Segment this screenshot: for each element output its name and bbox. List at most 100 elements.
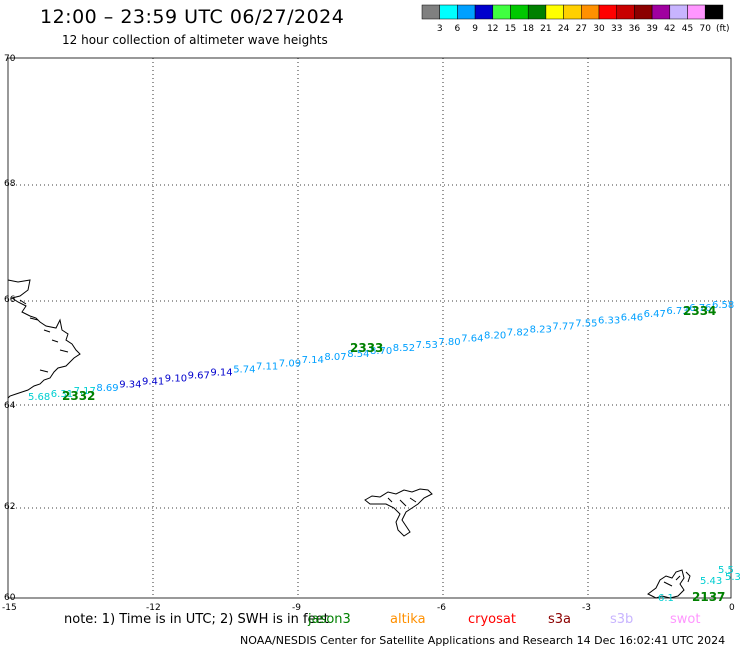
legend-label: 18 bbox=[522, 24, 534, 34]
legend-label: 24 bbox=[558, 24, 570, 34]
legend-label: 27 bbox=[576, 24, 587, 34]
legend-label: 33 bbox=[611, 24, 622, 34]
swh-value: 6.33 bbox=[598, 315, 620, 326]
credit-line: NOAA/NESDIS Center for Satellite Applica… bbox=[240, 634, 726, 647]
swh-value: 6.47 bbox=[644, 309, 666, 320]
swh-value: 7.11 bbox=[256, 361, 278, 372]
legend-label: 45 bbox=[682, 24, 693, 34]
legend-label: 6 bbox=[455, 24, 461, 34]
swh-value: 9.34 bbox=[119, 380, 141, 391]
hour-markers: 2332 2333 2334 2137 bbox=[62, 304, 725, 604]
map-title: 12:00 – 23:59 UTC 06/27/2024 bbox=[40, 6, 345, 28]
legend-label: 21 bbox=[540, 24, 551, 34]
lat-label: 70 bbox=[4, 54, 16, 64]
legend-label: 42 bbox=[664, 24, 675, 34]
legend-swatch bbox=[439, 4, 458, 20]
legend-label: 9 bbox=[472, 24, 478, 34]
swh-value: 8.69 bbox=[96, 383, 118, 394]
iceland-east-coast bbox=[7, 279, 81, 399]
swh-value: 6.31 bbox=[51, 389, 73, 400]
satellite-s3b: s3b bbox=[610, 612, 634, 627]
lon-axis: -15 -12 -9 -6 -3 0 bbox=[2, 603, 735, 613]
swh-value: 9.41 bbox=[142, 377, 164, 388]
swh-value: 8.07 bbox=[324, 352, 346, 363]
plot-frame bbox=[7, 57, 732, 599]
swh-value: 8.70 bbox=[370, 346, 392, 357]
lon-label: -6 bbox=[437, 603, 446, 613]
swh-value: 7.09 bbox=[279, 358, 301, 369]
iceland-inlets bbox=[19, 299, 69, 373]
swh-value: 5.74 bbox=[233, 364, 255, 375]
swh-value: 8.23 bbox=[530, 325, 552, 336]
coastlines bbox=[7, 279, 691, 599]
swh-value: 5.3 bbox=[725, 572, 740, 583]
swh-value: 6.1 bbox=[658, 593, 674, 604]
legend-swatch bbox=[687, 4, 706, 20]
faroe-islands bbox=[364, 488, 433, 537]
satellite-swot: swot bbox=[670, 612, 701, 627]
altimeter-track-se: 5.55.43 5.3 6.1 bbox=[658, 565, 740, 604]
swh-value: 7.17 bbox=[74, 386, 96, 397]
legend-swatch bbox=[651, 4, 671, 20]
swh-value: 8.20 bbox=[484, 331, 506, 342]
legend-swatch bbox=[527, 4, 547, 20]
legend-swatch bbox=[563, 4, 582, 20]
legend-swatch bbox=[634, 4, 653, 20]
swh-value: 6.58 bbox=[712, 300, 734, 311]
swh-value: 5.43 bbox=[700, 576, 722, 587]
swh-value: 6.76 bbox=[689, 303, 711, 314]
legend-swatch bbox=[598, 4, 617, 20]
swh-value: 5.68 bbox=[28, 392, 50, 403]
swh-value: 6.73 bbox=[666, 306, 688, 317]
legend-label: 39 bbox=[646, 24, 658, 34]
hour-label: 2334 bbox=[683, 304, 716, 318]
legend-label: 30 bbox=[593, 24, 605, 34]
satellite-jason3: jason3 bbox=[308, 612, 351, 627]
shetland-islands bbox=[647, 569, 691, 599]
legend-label: 36 bbox=[629, 24, 641, 34]
legend-swatch bbox=[421, 4, 440, 20]
lon-label: -9 bbox=[292, 603, 301, 613]
legend-label: 70 bbox=[699, 24, 711, 34]
swh-value: 7.14 bbox=[302, 355, 324, 366]
hour-label: 2137 bbox=[692, 590, 725, 604]
color-legend: 3 6 9 12 15 18 21 24 27 30 33 36 39 42 45 70 (ft) bbox=[421, 4, 730, 34]
lat-label: 68 bbox=[4, 179, 16, 189]
legend-unit: (ft) bbox=[716, 24, 730, 34]
lat-label: 62 bbox=[4, 502, 15, 512]
legend-swatch bbox=[616, 4, 635, 20]
legend-label: 15 bbox=[505, 24, 516, 34]
swh-value: 7.77 bbox=[552, 322, 574, 333]
swh-value: 7.53 bbox=[416, 340, 438, 351]
satellite-altika: altika bbox=[390, 612, 426, 627]
legend-label: 12 bbox=[487, 24, 498, 34]
swh-value: 7.80 bbox=[438, 337, 460, 348]
satellite-s3a: s3a bbox=[548, 612, 572, 627]
legend-swatch bbox=[704, 4, 724, 20]
swh-value: 9.14 bbox=[210, 368, 232, 379]
legend-swatch bbox=[474, 4, 494, 20]
swh-value: 5.5 bbox=[718, 565, 734, 576]
swh-value: 6.46 bbox=[621, 312, 643, 323]
satellite-cryosat: cryosat bbox=[468, 612, 516, 627]
swh-value: 8.52 bbox=[393, 343, 415, 354]
lat-label: 66 bbox=[4, 295, 16, 305]
lat-axis: 70 68 66 64 62 60 bbox=[4, 54, 16, 603]
altimeter-track: 5.68 6.31 7.17 8.69 9.34 9.41 9.10 9.67 9.14 5.74… bbox=[28, 300, 734, 403]
legend-swatch bbox=[492, 4, 511, 20]
hour-label: 2333 bbox=[350, 341, 383, 355]
swh-value: 7.82 bbox=[507, 328, 529, 339]
swh-value: 7.55 bbox=[575, 318, 597, 329]
swh-value: 8.54 bbox=[347, 349, 369, 360]
grid bbox=[8, 58, 731, 598]
lat-label: 64 bbox=[4, 401, 16, 411]
legend-swatch bbox=[581, 4, 600, 20]
swh-value: 9.67 bbox=[188, 371, 210, 382]
legend-swatch bbox=[457, 4, 476, 20]
legend-swatch bbox=[669, 4, 688, 20]
swh-value: 9.10 bbox=[165, 374, 187, 385]
legend-label: 3 bbox=[437, 24, 443, 34]
lon-label: -15 bbox=[2, 603, 17, 613]
map-subtitle: 12 hour collection of altimeter wave hei… bbox=[62, 33, 328, 47]
